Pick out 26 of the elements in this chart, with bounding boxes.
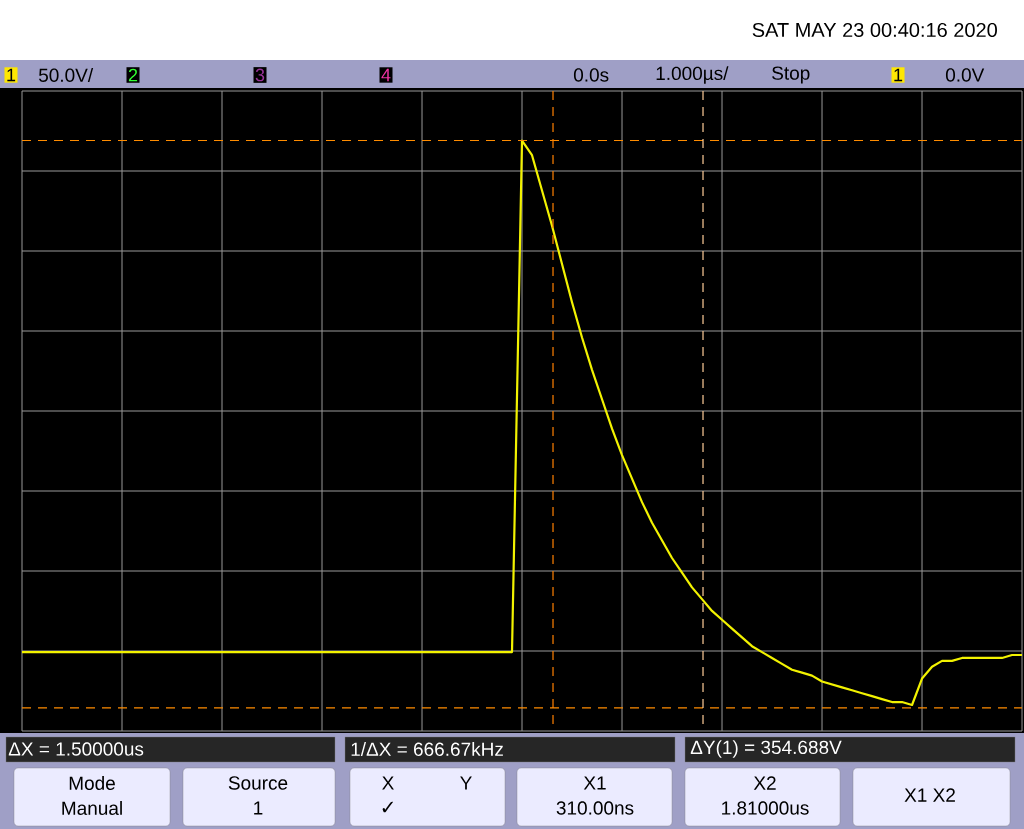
text: Y <box>460 776 472 790</box>
text: 1.000µs/ <box>656 66 729 84</box>
text: X1 X2 <box>904 788 955 802</box>
text: X1 <box>583 776 606 790</box>
text: X2 <box>753 776 776 790</box>
text: 310.00ns <box>556 801 634 815</box>
text: SAT MAY 23 00:40:16 2020 <box>752 22 997 38</box>
text: 1/ΔX = 666.67kHz <box>351 742 503 756</box>
text: 1 <box>894 68 903 82</box>
text: 50.0V/ <box>38 68 94 82</box>
text: Manual <box>62 801 122 815</box>
text: Mode <box>69 776 115 790</box>
text: ΔY(1) = 354.688V <box>690 740 842 758</box>
text: 3 <box>255 68 265 82</box>
text: Stop <box>772 66 810 84</box>
text: 0.0s <box>573 68 609 82</box>
text: 1.81000us <box>722 801 809 815</box>
text: 1 <box>254 801 263 815</box>
text: ✓ <box>382 801 393 813</box>
text: X <box>382 776 394 790</box>
text: Source <box>228 776 288 790</box>
text: 1 <box>7 68 16 82</box>
text: 0.0V <box>945 68 985 82</box>
text: ΔX = 1.50000us <box>8 742 144 756</box>
text: 2 <box>128 68 138 82</box>
text: 4 <box>381 68 391 82</box>
